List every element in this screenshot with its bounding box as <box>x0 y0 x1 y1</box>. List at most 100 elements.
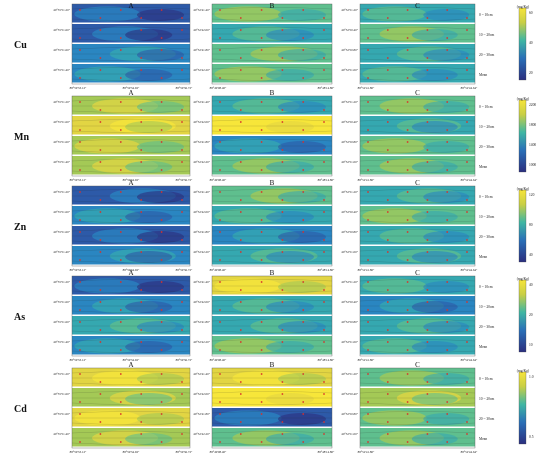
latitude-label: 40°52'50.40" <box>341 120 358 124</box>
latitude-label: 40°52'42.00" <box>193 120 210 124</box>
longitude-label: 88°59'36.72" <box>176 86 193 90</box>
longitude-label: 88°52'44.64" <box>461 178 478 182</box>
depth-label: 10 ~ 20cm <box>479 305 495 309</box>
column-header: B <box>270 361 275 369</box>
colorbar-tick: 1800 <box>529 123 536 127</box>
longitude-label: 88°49'08.40" <box>210 178 227 182</box>
depth-label: Mean <box>479 73 487 77</box>
latitude-label: 40°55'51.40" <box>53 432 70 436</box>
latitude-label: 40°52'51.20" <box>341 190 358 194</box>
longitude-label: 88°52'44.64" <box>461 450 478 454</box>
latitude-label: 40°55'51.60" <box>53 120 70 124</box>
longitude-label: 88°48'14.80" <box>318 268 335 272</box>
longitude-label: 88°59'33.12" <box>70 358 87 362</box>
panel-Cu-B <box>211 3 333 85</box>
colorbar-Mn <box>518 99 527 173</box>
latitude-label: 40°52'51.00" <box>341 432 358 436</box>
colorbar-tick: 10 <box>529 343 533 347</box>
column-header: C <box>415 269 420 277</box>
element-label: As <box>14 312 25 323</box>
depth-label: Mean <box>479 345 487 349</box>
latitude-label: 40°55'51.40" <box>53 160 70 164</box>
depth-label: 20 ~ 30cm <box>479 235 495 239</box>
latitude-label: 40°52'42.20" <box>193 432 210 436</box>
element-label: Zn <box>14 222 27 233</box>
latitude-label: 40°52'42.00" <box>193 28 210 32</box>
latitude-label: 40°55'51.20" <box>53 8 70 12</box>
latitude-label: 40°55'51.60" <box>53 320 70 324</box>
latitude-label: 40°55'51.40" <box>53 68 70 72</box>
depth-label: 20 ~ 30cm <box>479 325 495 329</box>
latitude-label: 40°52'41.40" <box>193 100 210 104</box>
column-header: C <box>415 361 420 369</box>
depth-label: 0 ~ 10cm <box>479 105 493 109</box>
panel-Zn-A <box>71 185 191 267</box>
latitude-label: 40°52'51.00" <box>341 250 358 254</box>
latitude-label: 40°55'51.60" <box>53 412 70 416</box>
depth-label: 20 ~ 30cm <box>479 53 495 57</box>
latitude-label: 40°55'51.60" <box>53 48 70 52</box>
column-header: B <box>270 2 275 10</box>
longitude-label: 88°52'41.80" <box>358 358 375 362</box>
longitude-label: 88°59'33.12" <box>70 178 87 182</box>
colorbar-tick: 40 <box>529 253 533 257</box>
latitude-label: 40°55'51.40" <box>53 340 70 344</box>
panel-Cd-A <box>71 367 191 449</box>
longitude-label: 88°52'44.64" <box>461 86 478 90</box>
longitude-label: 88°59'34.92" <box>123 450 140 454</box>
latitude-label: 40°55'51.60" <box>53 230 70 234</box>
colorbar-tick: 80 <box>529 223 533 227</box>
colorbar-unit: (mg/Kg) <box>517 369 530 373</box>
depth-label: Mean <box>479 437 487 441</box>
colorbar-unit: (mg/Kg) <box>517 277 530 281</box>
latitude-label: 40°52'42.20" <box>193 250 210 254</box>
latitude-label: 40°52'50.40" <box>341 300 358 304</box>
colorbar-tick: 40 <box>529 41 533 45</box>
column-header: B <box>270 179 275 187</box>
depth-label: 10 ~ 20cm <box>479 397 495 401</box>
latitude-label: 40°52'51.20" <box>341 8 358 12</box>
column-header: C <box>415 89 420 97</box>
column-header: A <box>128 361 133 369</box>
colorbar-tick: 20 <box>529 313 533 317</box>
colorbar-unit: (mg/Kg) <box>517 5 530 9</box>
longitude-label: 88°48'14.80" <box>318 450 335 454</box>
element-label: Cu <box>14 40 27 51</box>
longitude-label: 88°59'36.72" <box>176 358 193 362</box>
latitude-label: 40°52'41.80" <box>193 412 210 416</box>
column-header: A <box>128 2 133 10</box>
depth-label: 20 ~ 30cm <box>479 417 495 421</box>
column-header: A <box>128 179 133 187</box>
latitude-label: 40°52'51.20" <box>341 100 358 104</box>
latitude-label: 40°52'50.40" <box>341 210 358 214</box>
colorbar-Cu <box>518 7 527 81</box>
longitude-label: 88°59'33.12" <box>70 450 87 454</box>
latitude-label: 40°52'51.20" <box>341 280 358 284</box>
colorbar-Cd <box>518 371 527 445</box>
longitude-label: 88°52'41.80" <box>358 268 375 272</box>
panel-Mn-A <box>71 95 191 177</box>
latitude-label: 40°55'51.20" <box>53 190 70 194</box>
depth-label: 0 ~ 10cm <box>479 285 493 289</box>
latitude-label: 40°55'51.20" <box>53 372 70 376</box>
longitude-label: 88°49'08.40" <box>210 450 227 454</box>
colorbar-tick: 20 <box>529 71 533 75</box>
colorbar-tick: 60 <box>529 11 533 15</box>
panel-As-C <box>359 275 476 357</box>
latitude-label: 40°52'41.80" <box>193 230 210 234</box>
latitude-label: 40°55'51.20" <box>53 100 70 104</box>
longitude-label: 88°59'34.92" <box>123 178 140 182</box>
latitude-label: 40°52'42.20" <box>193 160 210 164</box>
latitude-label: 40°52'41.40" <box>193 372 210 376</box>
latitude-label: 40°52'50.40" <box>341 392 358 396</box>
latitude-label: 40°52'50.80" <box>341 412 358 416</box>
element-label: Mn <box>14 132 29 143</box>
latitude-label: 40°52'51.00" <box>341 68 358 72</box>
panel-Mn-B <box>211 95 333 177</box>
latitude-label: 40°52'41.40" <box>193 8 210 12</box>
longitude-label: 88°52'44.64" <box>461 358 478 362</box>
element-label: Cd <box>14 404 27 415</box>
depth-label: 0 ~ 10cm <box>479 13 493 17</box>
column-header: C <box>415 179 420 187</box>
